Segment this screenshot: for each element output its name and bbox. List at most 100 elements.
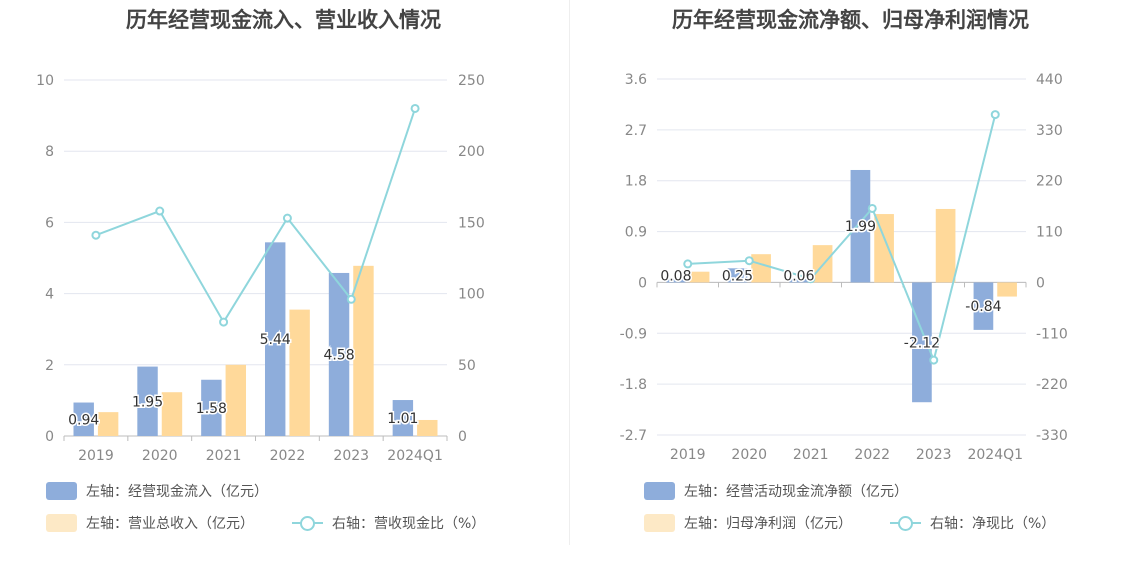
- ratio-point: [410, 103, 420, 113]
- y-right-tick-label: 100: [458, 287, 485, 303]
- bar-secondary: [161, 392, 183, 436]
- bar-data-label: 0.25: [722, 268, 753, 284]
- y-left-tick-label: 1.8: [625, 174, 647, 190]
- legend-label: 右轴：营收现金比（%）: [332, 516, 486, 532]
- legend-item[interactable]: 左轴：经营活动现金流净额（亿元）: [644, 481, 908, 501]
- y-left-tick-label: 4: [45, 287, 54, 303]
- x-tick-label: 2022: [270, 448, 306, 464]
- legend-item[interactable]: 右轴：营收现金比（%）: [292, 513, 485, 533]
- x-tick-label: 2019: [670, 447, 706, 463]
- chart-title: 历年经营现金流净额、归母净利润情况: [672, 8, 1029, 32]
- bar-secondary: [97, 412, 119, 436]
- y-right-tick-label: -220: [1036, 377, 1068, 393]
- ratio-point: [806, 274, 816, 284]
- ratio-point: [867, 203, 877, 213]
- bar-data-label: 5.44: [260, 332, 291, 348]
- legend-swatch: [644, 514, 675, 532]
- legend-swatch: [46, 514, 77, 532]
- ratio-point: [990, 110, 1000, 120]
- y-right-tick-label: 220: [1036, 174, 1063, 190]
- legend-label: 左轴：营业总收入（亿元）: [86, 516, 254, 532]
- ratio-point: [929, 355, 939, 365]
- y-left-tick-label: -2.7: [620, 428, 647, 444]
- bar-secondary: [874, 214, 894, 283]
- bar-data-label: 1.58: [196, 401, 227, 417]
- legend-label: 左轴：经营现金流入（亿元）: [86, 484, 268, 500]
- ratio-point: [91, 230, 101, 240]
- x-tick-label: 2024Q1: [967, 447, 1023, 463]
- y-left-tick-label: 8: [45, 144, 54, 160]
- bar-primary: [137, 366, 158, 436]
- ratio-point: [282, 213, 292, 223]
- bar-data-label: 1.99: [845, 219, 876, 235]
- y-right-tick-label: 110: [1036, 225, 1063, 241]
- x-tick-label: 2020: [142, 448, 178, 464]
- y-left-tick-label: 0.9: [625, 225, 647, 241]
- bar-primary: [201, 379, 222, 436]
- bar-primary: [727, 268, 748, 283]
- y-right-tick-label: -330: [1036, 428, 1068, 444]
- bar-primary: [789, 279, 809, 283]
- x-tick-label: 2023: [333, 448, 369, 464]
- x-tick-label: 2021: [793, 447, 829, 463]
- y-right-tick-label: 0: [1036, 275, 1045, 291]
- bar-data-label: 1.01: [387, 411, 418, 427]
- legend-line-marker-icon: [292, 514, 323, 532]
- y-left-tick-label: 0: [638, 275, 647, 291]
- bar-data-label: -0.84: [965, 299, 1001, 315]
- bar-secondary: [935, 208, 956, 283]
- y-right-tick-label: 150: [458, 215, 485, 231]
- bar-data-label: 0.06: [783, 268, 814, 284]
- legend-label: 左轴：经营活动现金流净额（亿元）: [684, 484, 908, 500]
- legend-swatch: [644, 482, 675, 500]
- y-left-tick-label: -1.8: [620, 377, 647, 393]
- y-right-tick-label: 330: [1036, 123, 1063, 139]
- bar-primary: [850, 169, 871, 283]
- legend-swatch: [46, 482, 77, 500]
- panel-divider: [569, 0, 570, 545]
- y-left-tick-label: 2.7: [625, 123, 647, 139]
- bar-secondary: [353, 265, 374, 436]
- bar-secondary: [417, 419, 438, 436]
- legend-item[interactable]: 左轴：营业总收入（亿元）: [46, 513, 254, 533]
- bar-secondary: [289, 309, 310, 436]
- bar-secondary: [689, 271, 710, 283]
- legend-line-marker-icon: [890, 514, 921, 532]
- bar-data-label: 0.08: [660, 268, 691, 284]
- ratio-point: [346, 294, 356, 304]
- left-chart-panel: 历年经营现金流入、营业收入情况 10 250 8 200 6 150 4 100 2 50 0 0 20…: [36, 8, 485, 533]
- x-tick-label: 2023: [916, 447, 952, 463]
- y-left-tick-label: 0: [45, 429, 54, 445]
- y-right-tick-label: 200: [458, 144, 485, 160]
- y-left-tick-label: 3.6: [625, 72, 647, 88]
- chart-title: 历年经营现金流入、营业收入情况: [126, 8, 441, 32]
- right-chart-canvas: 3.6 440 2.7 330 1.8 220 0.9 110 0 0 -0.9 -110 -1.8 -2…: [620, 72, 1068, 463]
- ratio-point: [744, 256, 754, 266]
- y-right-tick-label: 0: [458, 429, 467, 445]
- bar-data-label: 1.95: [132, 394, 163, 410]
- y-right-tick-label: 250: [458, 73, 485, 89]
- bar-data-label: 4.58: [323, 347, 354, 363]
- legend-item[interactable]: 左轴：归母净利润（亿元）: [644, 513, 852, 533]
- bar-primary: [392, 400, 414, 436]
- legend-label: 右轴：净现比（%）: [930, 516, 1056, 532]
- bar-primary: [264, 242, 286, 436]
- y-right-tick-label: 50: [458, 358, 476, 374]
- ratio-point: [683, 259, 693, 269]
- y-left-tick-label: -0.9: [620, 326, 647, 342]
- legend-item[interactable]: 右轴：净现比（%）: [890, 513, 1055, 533]
- x-tick-label: 2021: [206, 448, 242, 464]
- y-left-tick-label: 2: [45, 358, 54, 374]
- bar-data-label: 0.94: [68, 412, 99, 428]
- legend-item[interactable]: 左轴：经营现金流入（亿元）: [46, 481, 268, 501]
- x-tick-label: 2022: [854, 447, 890, 463]
- right-chart-panel: 历年经营现金流净额、归母净利润情况 3.6 440 2.7 330 1.8 220 0.9 1…: [567, 0, 1134, 582]
- bar-primary: [973, 282, 994, 330]
- bar-primary: [328, 272, 350, 436]
- y-right-tick-label: -110: [1036, 326, 1068, 342]
- y-left-tick-label: 6: [45, 215, 54, 231]
- ratio-point: [219, 317, 229, 327]
- x-tick-label: 2024Q1: [387, 448, 443, 464]
- bar-primary: [73, 402, 94, 436]
